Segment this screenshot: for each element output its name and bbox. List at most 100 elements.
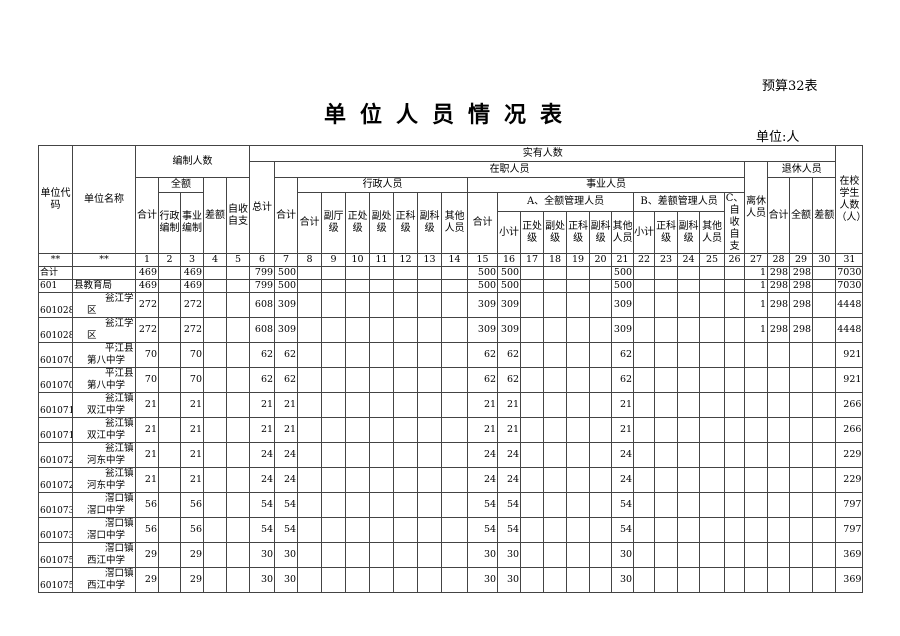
cell-col-24 (677, 266, 701, 280)
cell-col-6: 799 (249, 279, 276, 293)
unit-code: 601072 (38, 442, 73, 468)
col-xz-total: 合计 (297, 192, 323, 254)
table-row: 601071 瓮江镇双江中学 21 21 21 21 21 21 21 266 (38, 392, 864, 418)
cell-col-16: 30 (497, 542, 522, 568)
cell-col-29: 298 (789, 292, 814, 318)
cell-col-30 (812, 542, 837, 568)
cell-col-17 (520, 492, 545, 518)
table-row: 601075 滘口镇西江中学 29 29 30 30 30 30 30 369 (38, 542, 864, 568)
cell-col-24 (677, 467, 701, 493)
table-row: 601070 平江县第八中学 70 70 62 62 62 62 62 921 (38, 342, 864, 368)
cell-col-18 (543, 342, 568, 368)
cell-col-29: 298 (789, 279, 814, 293)
cell-col-11 (369, 417, 395, 443)
cell-col-10 (345, 279, 371, 293)
cell-col-11 (369, 367, 395, 393)
cell-col-10 (345, 266, 371, 280)
cell-col-9 (321, 467, 347, 493)
cell-col-31: 229 (835, 467, 864, 493)
cell-col-23 (654, 517, 679, 543)
cell-col-29 (789, 492, 814, 518)
cell-col-30 (812, 567, 837, 593)
cell-col-2 (158, 266, 181, 280)
cell-col-29 (789, 367, 814, 393)
cell-col-27: 1 (744, 279, 769, 293)
col-zaizhi: 在职人员 (274, 161, 746, 178)
cell-col-27 (744, 417, 769, 443)
cell-col-22 (633, 542, 656, 568)
col-a-fuke: 副科级 (589, 211, 613, 254)
cell-col-5 (225, 292, 251, 318)
cell-col-11 (369, 266, 395, 280)
cell-col-26 (724, 342, 746, 368)
cell-col-15: 21 (467, 392, 499, 418)
unit-name: 瓮江镇双江中学 (72, 392, 136, 418)
cell-col-13 (417, 367, 443, 393)
cell-col-31: 7030 (835, 279, 864, 293)
cell-col-17 (520, 292, 545, 318)
cell-col-28 (767, 342, 791, 368)
cell-col-13 (417, 517, 443, 543)
cell-col-7: 309 (274, 292, 299, 318)
cell-col-23 (654, 392, 679, 418)
cell-col-9 (321, 517, 347, 543)
unit-name: 平江县第八中学 (72, 367, 136, 393)
cell-col-4 (203, 266, 227, 280)
column-number: ** (72, 253, 136, 267)
cell-col-27 (744, 442, 769, 468)
cell-col-19 (566, 279, 591, 293)
cell-col-26 (724, 292, 746, 318)
cell-col-10 (345, 292, 371, 318)
column-number: 16 (497, 253, 522, 267)
cell-col-16: 309 (497, 317, 522, 343)
col-bz-zishou: 自收自支 (225, 177, 251, 254)
cell-col-5 (225, 442, 251, 468)
cell-col-19 (566, 517, 591, 543)
col-tuixiu: 退休人员 (767, 161, 837, 178)
unit-name: 瓮江镇双江中学 (72, 417, 136, 443)
cell-col-1: 21 (135, 417, 159, 443)
cell-col-17 (520, 542, 545, 568)
cell-col-5 (225, 342, 251, 368)
cell-col-9 (321, 279, 347, 293)
cell-col-25 (699, 442, 726, 468)
cell-col-1: 469 (135, 279, 159, 293)
column-number: 20 (589, 253, 613, 267)
column-number: 29 (789, 253, 814, 267)
col-xz-fuke: 副科级 (417, 192, 443, 254)
cell-col-22 (633, 317, 656, 343)
cell-col-2 (158, 292, 181, 318)
cell-col-7: 500 (274, 279, 299, 293)
cell-col-7: 30 (274, 542, 299, 568)
col-bianzhi: 编制人数 (134, 145, 251, 178)
cell-col-24 (677, 492, 701, 518)
cell-col-26 (724, 467, 746, 493)
cell-col-10 (345, 342, 371, 368)
cell-col-30 (812, 492, 837, 518)
cell-col-7: 500 (274, 266, 299, 280)
col-code: 单位代码 (38, 145, 73, 254)
cell-col-8 (297, 417, 323, 443)
cell-col-1: 29 (135, 567, 159, 593)
cell-col-30 (812, 517, 837, 543)
cell-col-25 (699, 292, 726, 318)
cell-col-21: 500 (611, 279, 635, 293)
cell-col-20 (589, 467, 613, 493)
cell-col-11 (369, 279, 395, 293)
cell-col-27 (744, 542, 769, 568)
table-row: 601073 滘口镇滘口中学 56 56 54 54 54 54 54 797 (38, 492, 864, 518)
cell-col-22 (633, 517, 656, 543)
cell-col-1: 21 (135, 442, 159, 468)
cell-col-4 (203, 467, 227, 493)
cell-col-19 (566, 292, 591, 318)
cell-col-30 (812, 417, 837, 443)
cell-col-7: 54 (274, 492, 299, 518)
cell-col-25 (699, 279, 726, 293)
cell-col-20 (589, 342, 613, 368)
cell-col-30 (812, 266, 837, 280)
col-a-qita: 其他人员 (611, 211, 635, 254)
col-xz-zhengke: 正科级 (393, 192, 419, 254)
cell-col-1: 21 (135, 467, 159, 493)
unit-code: 601071 (38, 417, 73, 443)
column-number: 9 (321, 253, 347, 267)
